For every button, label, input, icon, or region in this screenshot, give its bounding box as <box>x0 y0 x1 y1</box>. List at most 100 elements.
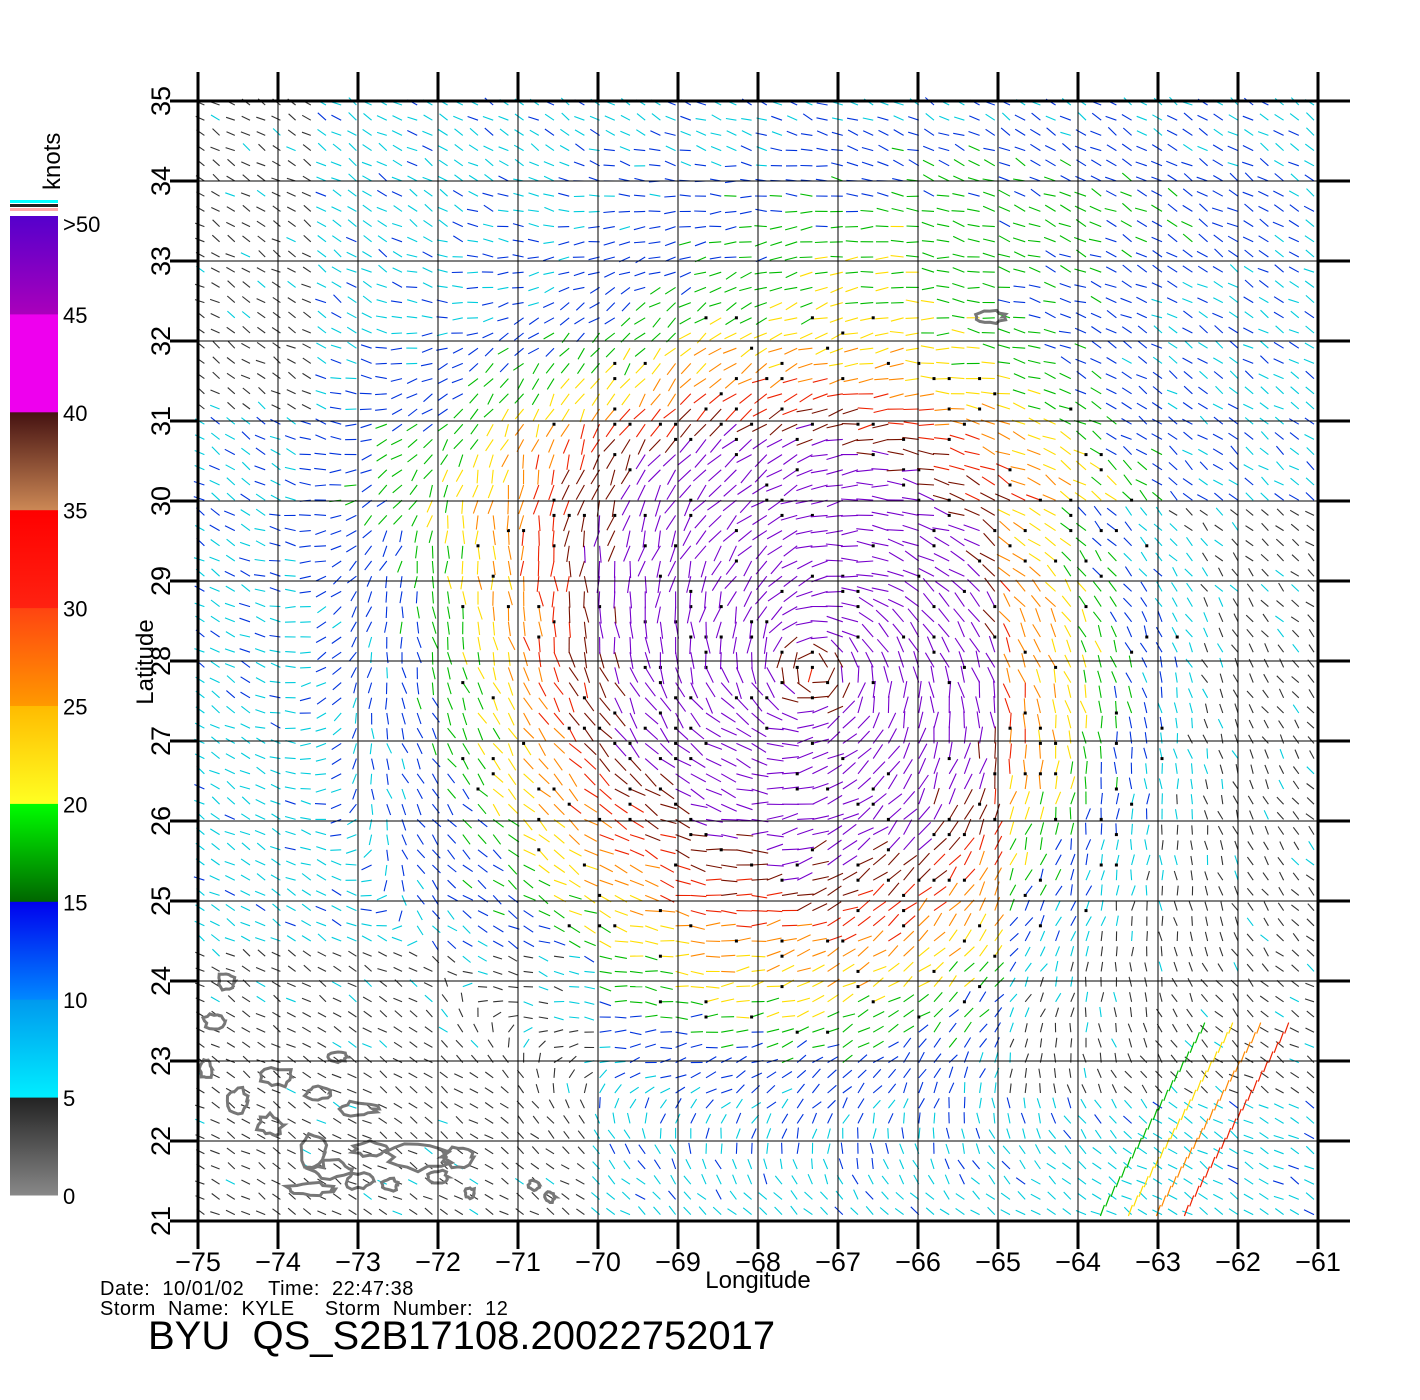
wind-vector <box>607 1129 616 1139</box>
wind-vector <box>409 1085 418 1094</box>
wind-vector <box>928 681 935 698</box>
wind-vector <box>364 560 373 571</box>
wind-vector <box>1110 1069 1117 1079</box>
wind-vector <box>484 1179 494 1185</box>
wind-vector <box>361 923 372 927</box>
wind-vector <box>707 454 722 466</box>
wind-vector <box>1141 611 1148 623</box>
wind-vector <box>1126 701 1133 714</box>
wind-vector <box>933 741 939 759</box>
wind-vector <box>466 254 479 258</box>
wind-vector <box>604 286 616 296</box>
wind-vector <box>724 378 737 389</box>
rain-flag <box>1084 453 1088 457</box>
wind-vector <box>1246 856 1254 866</box>
wind-vector <box>1166 297 1178 304</box>
wind-vector <box>560 378 570 389</box>
wind-vector <box>857 995 870 1003</box>
wind-vector <box>553 1067 556 1078</box>
wind-vector <box>271 827 281 836</box>
wind-vector <box>604 317 616 325</box>
wind-vector <box>401 773 410 784</box>
wind-vector <box>950 550 965 562</box>
wind-vector <box>529 1210 539 1216</box>
wind-vector <box>1244 432 1254 440</box>
wind-vector <box>1233 885 1239 896</box>
wind-vector <box>918 568 935 577</box>
wind-vector <box>645 1001 657 1006</box>
wind-vector <box>1212 433 1224 440</box>
wind-vector <box>1156 1008 1163 1018</box>
rain-flag <box>1099 574 1103 578</box>
wind-vector <box>1274 1208 1284 1216</box>
wind-vector <box>689 591 692 609</box>
wind-vector <box>963 1037 972 1048</box>
wind-vector <box>770 560 783 575</box>
wind-vector <box>301 390 311 395</box>
wind-vector <box>1261 736 1269 744</box>
wind-vector <box>345 514 357 521</box>
rain-flag <box>628 802 632 806</box>
wind-vector <box>352 697 357 708</box>
wind-vector <box>241 965 251 972</box>
wind-vector <box>918 1081 924 1094</box>
wind-vector <box>599 955 613 960</box>
wind-vector <box>1275 525 1284 532</box>
wind-vector <box>645 986 657 992</box>
wind-vector <box>1013 285 1026 288</box>
wind-vector <box>798 362 813 369</box>
wind-vector <box>933 869 948 881</box>
wind-vector <box>500 1146 509 1155</box>
wind-vector <box>782 469 798 480</box>
wind-vector <box>979 944 988 957</box>
wind-vector <box>1131 885 1136 896</box>
wind-vector <box>657 530 661 548</box>
wind-vector <box>725 271 737 280</box>
wind-vector <box>257 949 266 957</box>
rain-flag <box>476 787 480 791</box>
wind-vector <box>811 408 828 414</box>
wind-vector <box>910 1206 920 1215</box>
wind-vector <box>781 1088 793 1094</box>
wind-vector <box>648 302 661 308</box>
rain-flag <box>1023 559 1027 563</box>
wind-vector <box>316 846 327 851</box>
wind-vector <box>1213 1103 1224 1109</box>
wind-vector <box>660 970 673 975</box>
wind-vector <box>255 799 266 805</box>
wind-vector <box>1094 1129 1102 1139</box>
wind-vector <box>569 1001 580 1005</box>
wind-vector <box>553 986 563 992</box>
wind-vector <box>606 378 616 390</box>
wind-vector <box>965 433 980 440</box>
wind-vector <box>933 976 943 987</box>
wind-vector <box>1244 386 1254 395</box>
wind-vector <box>939 1208 950 1216</box>
wind-vector <box>979 788 986 805</box>
wind-vector <box>918 523 935 532</box>
wind-vector <box>436 332 448 337</box>
wind-vector <box>827 885 842 896</box>
wind-vector <box>722 347 737 354</box>
wind-vector <box>1203 597 1209 607</box>
wind-vector <box>751 863 769 866</box>
wind-vector <box>644 788 661 797</box>
wind-vector <box>735 682 742 700</box>
wind-vector <box>690 953 705 957</box>
wind-vector <box>1288 494 1300 501</box>
wind-vector <box>752 514 768 526</box>
wind-vector <box>1212 266 1224 273</box>
wind-vector <box>994 914 1004 927</box>
wind-vector <box>1100 916 1107 927</box>
wind-vector <box>451 362 464 369</box>
wind-vector <box>447 955 456 963</box>
wind-vector <box>1009 791 1017 805</box>
wind-vector <box>997 566 1011 577</box>
wind-vector <box>1108 581 1117 592</box>
wind-vector <box>394 1131 403 1140</box>
wind-vector <box>1188 901 1193 911</box>
wind-vector <box>638 1144 646 1155</box>
wind-vector <box>302 1042 312 1048</box>
wind-vector <box>903 1009 915 1018</box>
rain-flag <box>734 407 738 411</box>
